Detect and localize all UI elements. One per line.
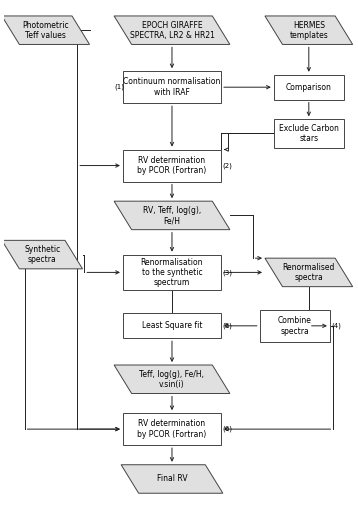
Text: Least Square fit: Least Square fit — [142, 321, 202, 330]
Text: (1): (1) — [115, 84, 125, 91]
Text: EPOCH GIRAFFE
SPECTRA, LR2 & HR21: EPOCH GIRAFFE SPECTRA, LR2 & HR21 — [130, 21, 214, 40]
FancyBboxPatch shape — [274, 119, 344, 148]
Text: Continuum normalisation
with IRAF: Continuum normalisation with IRAF — [123, 77, 221, 97]
FancyBboxPatch shape — [123, 314, 221, 338]
Text: RV determination
by PCOR (Fortran): RV determination by PCOR (Fortran) — [137, 156, 207, 175]
Polygon shape — [114, 201, 230, 230]
FancyBboxPatch shape — [274, 75, 344, 100]
FancyBboxPatch shape — [123, 150, 221, 182]
Polygon shape — [121, 465, 223, 493]
Polygon shape — [114, 365, 230, 394]
Polygon shape — [114, 16, 230, 44]
Text: RV, Teff, log(g),
Fe/H: RV, Teff, log(g), Fe/H — [143, 206, 201, 225]
Text: Photometric
Teff values: Photometric Teff values — [22, 21, 69, 40]
Text: RV determination
by PCOR (Fortran): RV determination by PCOR (Fortran) — [137, 419, 207, 439]
Text: Combine
spectra: Combine spectra — [278, 316, 312, 336]
Text: (3): (3) — [223, 269, 233, 276]
Polygon shape — [2, 16, 90, 44]
Text: Final RV: Final RV — [157, 474, 187, 483]
FancyBboxPatch shape — [123, 255, 221, 290]
Text: (4): (4) — [332, 323, 342, 329]
Polygon shape — [265, 258, 353, 287]
FancyBboxPatch shape — [260, 310, 330, 342]
Text: Exclude Carbon
stars: Exclude Carbon stars — [279, 124, 339, 143]
Text: Renormalisation
to the synthetic
spectrum: Renormalisation to the synthetic spectru… — [141, 258, 203, 287]
Polygon shape — [2, 240, 82, 269]
Text: (5): (5) — [223, 323, 233, 329]
Text: HERMES
templates: HERMES templates — [289, 21, 328, 40]
Text: Comparison: Comparison — [286, 83, 332, 92]
FancyBboxPatch shape — [123, 413, 221, 445]
Text: Synthetic
spectra: Synthetic spectra — [24, 245, 60, 265]
Text: Renormalised
spectra: Renormalised spectra — [282, 262, 335, 282]
Text: (2): (2) — [223, 162, 233, 169]
FancyBboxPatch shape — [123, 71, 221, 103]
Text: Teff, log(g), Fe/H,
v.sin(i): Teff, log(g), Fe/H, v.sin(i) — [140, 369, 204, 389]
Text: (6): (6) — [223, 426, 233, 432]
Polygon shape — [265, 16, 353, 44]
